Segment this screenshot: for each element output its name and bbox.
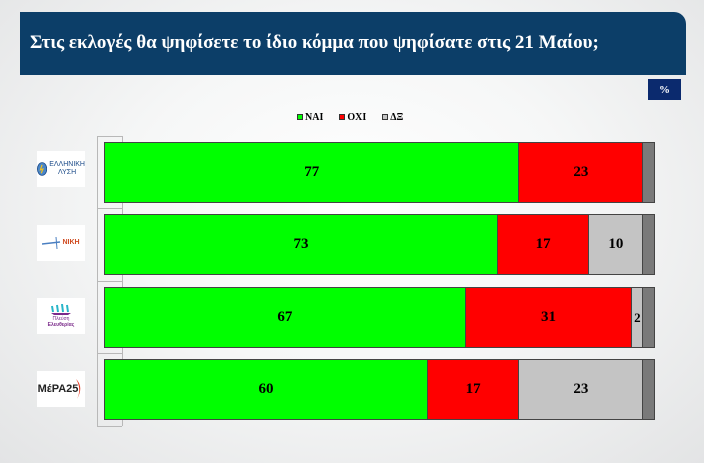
bar-plefsi-eleftherias: 67 31 2 [104,287,655,348]
logo-text: Ελευθερίας [47,322,75,328]
chart-title: Στις εκλογές θα ψηφίσετε το ίδιο κόμμα π… [30,32,599,53]
logo-text: ΛΥΣΗ [57,169,77,176]
segment-other [643,215,654,274]
logo-text: Πλεύση [52,316,70,322]
segment-dk: 10 [589,215,644,274]
segment-dk: 2 [632,288,644,347]
segment-no: 17 [497,215,590,274]
segment-other [643,360,654,419]
axis-tick [97,136,122,137]
segment-dk: 23 [519,360,644,419]
logo-text: ΝΙΚΗ [62,239,80,246]
swatch-yes-icon [297,114,303,120]
segment-no: 31 [465,288,633,347]
bar-niki: 73 17 10 [104,214,655,275]
swatch-no-icon [339,114,346,120]
plefsi-ship-icon [51,304,71,315]
logo-niki: ΝΙΚΗ [37,225,85,261]
axis-tick [97,208,122,209]
legend-label: ΟΧΙ [347,111,367,123]
axis-tick [97,426,122,427]
segment-other [643,288,654,347]
axis-inner-line [122,136,123,426]
axis-tick [97,281,122,282]
segment-yes: 60 [105,360,428,419]
bar-mera25: 60 17 23 [104,359,655,420]
elliniki-lysi-emblem-icon [37,162,48,176]
logo-plefsi-eleftherias: Πλεύση Ελευθερίας [37,298,85,334]
segment-yes: 73 [105,215,498,274]
legend: ΝΑΙ ΟΧΙ ΔΞ [297,110,403,124]
segment-yes: 77 [105,143,520,202]
axis-tick [97,353,122,354]
logo-mera25: ΜέΡΑ25 [37,371,85,407]
logo-text: ΜέΡΑ25 [37,383,79,395]
legend-label: ΔΞ [390,111,404,123]
logo-text: ΕΛΛΗΝΙΚΗ [49,161,85,168]
mera25-swallow-icon [76,379,81,399]
legend-item-yes: ΝΑΙ [297,110,323,124]
header-banner: Στις εκλογές θα ψηφίσετε το ίδιο κόμμα π… [20,12,686,75]
niki-emblem-icon [42,236,61,250]
legend-item-no: ΟΧΙ [339,110,366,124]
segment-other [643,143,654,202]
unit-badge: % [648,79,681,100]
segment-no: 17 [427,360,520,419]
legend-label: ΝΑΙ [305,111,324,123]
swatch-dk-icon [382,114,389,120]
bar-elliniki-lysi: 77 23 [104,142,655,203]
logo-elliniki-lysi: ΕΛΛΗΝΙΚΗ ΛΥΣΗ [37,151,85,187]
legend-item-dk: ΔΞ [382,110,403,124]
segment-yes: 67 [105,288,466,347]
segment-no: 23 [519,143,644,202]
